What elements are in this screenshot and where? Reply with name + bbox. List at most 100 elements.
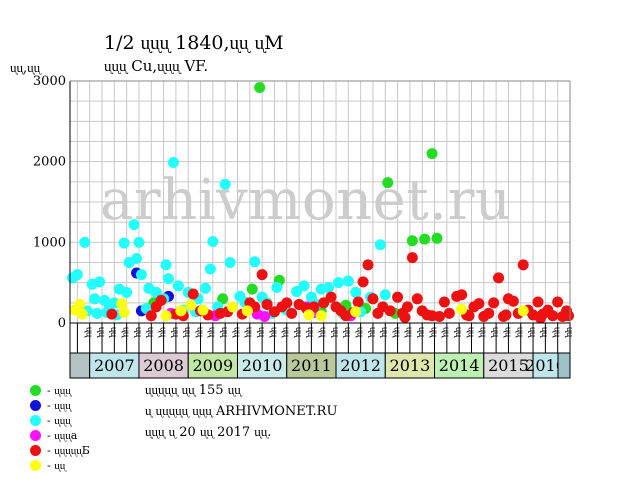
point-s0-7	[246, 283, 258, 295]
point-s4-44	[438, 296, 450, 308]
point-s2-29	[219, 178, 231, 190]
point-s4-69	[563, 310, 575, 322]
legend-label-0: - ᶙᶙᶙ	[47, 384, 71, 397]
point-s4-36	[392, 291, 404, 303]
legend-label-4: - ᶙᶙᶙᶙᶙБ	[47, 444, 90, 457]
note-line-3: ᶙᶙᶙ ᶙ 20 ᶙᶙ 2017 ᶙᶙ.	[145, 425, 272, 440]
point-s4-24	[325, 291, 337, 303]
point-s4-35	[384, 305, 396, 317]
point-s4-65	[547, 310, 559, 322]
point-s4-62	[532, 296, 544, 308]
y-tick-label-1: 1000	[33, 235, 66, 250]
point-s4-71	[426, 310, 438, 322]
quarter-label: ᶙᶙ	[318, 327, 328, 338]
point-s2-43	[342, 275, 354, 287]
point-s2-33	[249, 256, 261, 268]
quarter-label: ᶙᶙ	[465, 327, 475, 338]
point-s4-2	[150, 301, 162, 313]
year-label-2009: 2009	[192, 356, 233, 375]
point-s4-45	[443, 307, 455, 319]
quarter-label: ᶙᶙ	[182, 327, 192, 338]
year-label-2008: 2008	[143, 356, 184, 375]
legend-item-0: - ᶙᶙᶙ	[30, 383, 90, 398]
year-label-2016: 2016	[525, 356, 566, 375]
quarter-label: ᶙᶙ	[219, 327, 229, 338]
point-s4-14	[256, 269, 268, 281]
point-s0-4	[419, 233, 431, 245]
notes: ᶙᶙᶙᶙᶙ ᶙᶙ 155 ᶙᶙ ᶙ ᶙᶙᶙᶙᶙ ᶙᶙᶙ ARHIVMONET.R…	[145, 380, 337, 443]
chart-title: 1/2 ᶙᶙᶙ 1840,ᶙᶙ ᶙM	[104, 32, 284, 54]
quarter-label: ᶙᶙ	[539, 327, 549, 338]
point-s2-18	[150, 286, 162, 298]
point-s5-4	[118, 307, 130, 319]
point-s4-22	[308, 301, 320, 313]
year-band-cap-left	[69, 352, 91, 379]
point-s5-7	[185, 299, 197, 311]
quarter-label: ᶙᶙ	[441, 327, 451, 338]
point-s2-5	[89, 293, 101, 305]
point-s5-3	[116, 298, 128, 310]
point-s5-6	[175, 305, 187, 317]
point-s2-20	[163, 273, 175, 285]
point-s5-8	[197, 304, 209, 316]
quarter-label: ᶙᶙ	[330, 327, 340, 338]
quarter-label: ᶙᶙ	[108, 327, 118, 338]
point-s2-28	[207, 236, 219, 248]
point-s2-16	[121, 286, 133, 298]
legend: - ᶙᶙᶙ - ᶙᶙᶙ - ᶙᶙᶙ - ᶙᶙᶙa - ᶙᶙᶙᶙᶙБ - ᶙᶙ	[30, 383, 90, 473]
year-label-2007: 2007	[94, 356, 135, 375]
year-label-2015: 2015	[488, 356, 529, 375]
point-s5-9	[227, 301, 239, 313]
point-s4-74	[534, 312, 546, 324]
point-s2-41	[323, 282, 335, 294]
point-s0-2	[382, 177, 394, 189]
legend-dot-0	[30, 385, 41, 396]
legend-item-4: - ᶙᶙᶙᶙᶙБ	[30, 443, 90, 458]
point-s5-15	[517, 305, 529, 317]
quarter-label: ᶙᶙ	[564, 327, 574, 338]
quarter-label: ᶙᶙ	[527, 327, 537, 338]
point-s5-12	[315, 310, 327, 322]
quarter-label: ᶙᶙ	[552, 327, 562, 338]
point-s5-2	[76, 308, 88, 320]
point-s2-22	[172, 280, 184, 292]
point-s4-19	[286, 307, 298, 319]
year-cell-2012	[335, 352, 386, 379]
point-s5-13	[350, 306, 362, 318]
year-cell-2013	[384, 352, 436, 379]
quarter-label: ᶙᶙ	[256, 327, 266, 338]
year-label-2011: 2011	[291, 356, 332, 375]
y-axis-unit: ᶙᶙ,ᶙᶙ	[10, 61, 41, 76]
legend-item-1: - ᶙᶙᶙ	[30, 398, 90, 413]
legend-item-3: - ᶙᶙᶙa	[30, 428, 90, 443]
point-s4-53	[488, 297, 500, 309]
year-cell-2008	[138, 352, 189, 379]
quarter-label: ᶙᶙ	[84, 327, 94, 338]
point-s2-36	[271, 282, 283, 294]
note-line-2: ᶙ ᶙᶙᶙᶙᶙ ᶙᶙᶙ ARHIVMONET.RU	[145, 404, 338, 419]
quarter-label: ᶙᶙ	[293, 327, 303, 338]
quarter-label: ᶙᶙ	[281, 327, 291, 338]
point-s4-0	[106, 308, 118, 320]
year-cell-2011	[286, 352, 337, 379]
quarter-label: ᶙᶙ	[207, 327, 217, 338]
watermark: arhivmonet.ru	[100, 168, 512, 233]
year-cell-2010	[236, 352, 288, 379]
point-s4-3	[145, 310, 157, 322]
quarter-band	[69, 322, 571, 354]
point-s0-6	[431, 232, 443, 244]
quarter-label: ᶙᶙ	[305, 327, 315, 338]
point-s4-18	[281, 297, 293, 309]
point-s4-38	[401, 301, 413, 313]
legend-item-5: - ᶙᶙ	[30, 458, 90, 473]
point-s4-59	[517, 259, 529, 271]
point-s2-42	[332, 277, 344, 289]
quarter-label: ᶙᶙ	[428, 327, 438, 338]
point-s4-15	[261, 298, 273, 310]
legend-label-3: - ᶙᶙᶙa	[47, 429, 78, 442]
point-s0-5	[426, 148, 438, 160]
legend-dot-3	[30, 430, 41, 441]
y-tick-label-2: 2000	[33, 155, 66, 170]
year-band-cap-right	[557, 352, 571, 379]
